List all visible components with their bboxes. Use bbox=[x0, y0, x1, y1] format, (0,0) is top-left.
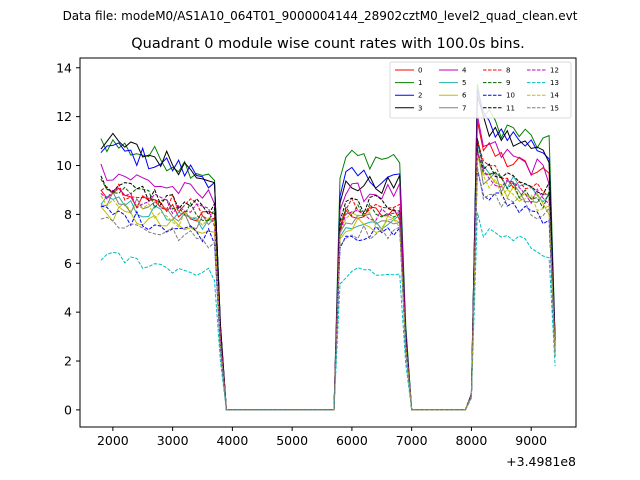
x-tick-label: 4000 bbox=[216, 433, 248, 448]
x-tick-label: 8000 bbox=[456, 433, 488, 448]
legend-label-6: 6 bbox=[462, 92, 467, 100]
series-line-12 bbox=[100, 152, 556, 411]
series-line-13 bbox=[100, 212, 556, 411]
x-tick-label: 6000 bbox=[336, 433, 368, 448]
legend-label-4: 4 bbox=[462, 67, 467, 75]
series-line-1 bbox=[100, 83, 556, 411]
legend-label-5: 5 bbox=[462, 79, 466, 87]
series-line-9 bbox=[100, 149, 556, 411]
legend-label-8: 8 bbox=[506, 67, 510, 75]
y-tick-label: 8 bbox=[64, 207, 72, 222]
y-tick-label: 2 bbox=[64, 354, 72, 369]
legend-label-11: 11 bbox=[506, 104, 515, 112]
series-line-7 bbox=[100, 149, 556, 411]
x-axis-offset-label: +3.4981e8 bbox=[506, 454, 576, 469]
chart-suptitle: Data file: modeM0/AS1A10_064T01_90000041… bbox=[63, 9, 578, 23]
y-tick-label: 0 bbox=[64, 402, 72, 417]
y-tick-label: 10 bbox=[56, 158, 72, 173]
legend-label-9: 9 bbox=[506, 79, 510, 87]
y-axis-ticks: 0 2 4 6 8 10 12 14 bbox=[56, 60, 80, 417]
axes-frame bbox=[79, 57, 577, 428]
y-tick-label: 4 bbox=[64, 305, 72, 320]
legend-label-1: 1 bbox=[418, 79, 422, 87]
y-tick-label: 14 bbox=[56, 60, 72, 75]
legend-frame bbox=[389, 61, 572, 119]
series-line-10 bbox=[100, 169, 556, 411]
x-axis-ticks: 2000 3000 4000 5000 6000 7000 8000 9000 bbox=[97, 427, 547, 448]
series-line-11 bbox=[100, 138, 556, 411]
legend-label-13: 13 bbox=[550, 79, 559, 87]
y-tick-label: 6 bbox=[64, 256, 72, 271]
series-line-15 bbox=[100, 166, 556, 411]
x-tick-label: 3000 bbox=[157, 433, 189, 448]
legend-label-2: 2 bbox=[418, 92, 422, 100]
legend-label-7: 7 bbox=[462, 104, 466, 112]
series-line-14 bbox=[100, 155, 556, 411]
x-tick-label: 9000 bbox=[515, 433, 547, 448]
legend-label-14: 14 bbox=[550, 92, 559, 100]
x-tick-label: 2000 bbox=[97, 433, 129, 448]
plot-area bbox=[79, 57, 577, 428]
series-line-3 bbox=[100, 95, 556, 411]
chart-title: Quadrant 0 module wise count rates with … bbox=[131, 36, 525, 52]
legend-label-12: 12 bbox=[550, 67, 559, 75]
series-line-4 bbox=[100, 115, 556, 411]
series-line-2 bbox=[100, 89, 556, 411]
series-layer bbox=[100, 83, 556, 411]
legend-label-3: 3 bbox=[418, 104, 422, 112]
legend-label-15: 15 bbox=[550, 104, 559, 112]
x-tick-label: 5000 bbox=[276, 433, 308, 448]
legend-label-0: 0 bbox=[418, 67, 422, 75]
x-tick-label: 7000 bbox=[396, 433, 428, 448]
legend-label-10: 10 bbox=[506, 92, 515, 100]
series-line-6 bbox=[100, 155, 556, 411]
y-tick-label: 12 bbox=[56, 109, 72, 124]
